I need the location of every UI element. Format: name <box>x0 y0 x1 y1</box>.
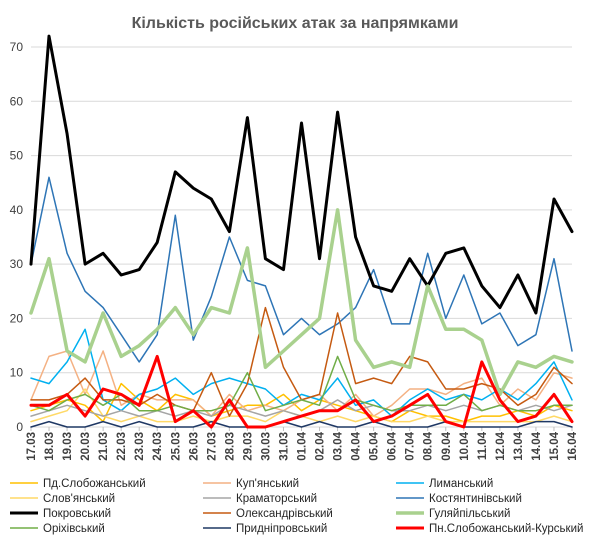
legend-label: Гуляйпільський <box>429 508 510 520</box>
x-tick-label: 02.04 <box>315 431 327 460</box>
x-tick-label: 10.04 <box>459 431 471 460</box>
series-line-1 <box>30 382 573 423</box>
series-line-9 <box>29 208 574 397</box>
chart-title: Кількість російських атак за напрямками <box>132 15 459 32</box>
x-tick-label: 03.04 <box>333 431 345 460</box>
x-tick-label: 23.03 <box>134 432 146 461</box>
y-tick-label: 70 <box>10 40 24 54</box>
legend-label: Костянтинівський <box>429 493 522 505</box>
legend-label: Пд.Слобожанський <box>43 478 146 490</box>
x-tick-label: 08.04 <box>423 431 435 460</box>
x-tick-label: 09.04 <box>441 431 453 460</box>
x-tick-label: 04.04 <box>351 431 363 460</box>
x-tick-label: 20.03 <box>80 432 92 461</box>
series-line-11 <box>30 420 573 428</box>
y-tick-label: 0 <box>16 420 23 434</box>
x-tick-label: 07.04 <box>405 431 417 460</box>
x-tick-label: 14.04 <box>531 431 543 460</box>
x-tick-label: 30.03 <box>260 432 272 461</box>
x-tick-label: 21.03 <box>98 432 110 461</box>
x-tick-label: 13.04 <box>513 431 525 460</box>
legend: Пд.Слобожанський Куп'янський Лиманський Сло… <box>10 478 583 535</box>
y-tick-label: 40 <box>10 203 24 217</box>
x-tick-label: 29.03 <box>242 432 254 461</box>
x-tick-label: 12.04 <box>495 431 507 460</box>
series-lines <box>29 34 574 429</box>
series-line-7 <box>29 34 574 315</box>
x-tick-label: 31.03 <box>278 432 290 461</box>
legend-label: Покровський <box>43 508 111 520</box>
y-tick-label: 20 <box>10 311 24 325</box>
x-tick-label: 19.03 <box>62 432 74 461</box>
x-tick-label: 18.03 <box>44 432 56 461</box>
x-tick-label: 01.04 <box>297 431 309 460</box>
x-tick-label: 28.03 <box>224 432 236 461</box>
x-tick-label: 24.03 <box>152 432 164 461</box>
x-tick-label: 11.04 <box>477 431 489 460</box>
legend-label: Куп'янський <box>236 478 299 490</box>
legend-label: Олександрівський <box>236 508 333 520</box>
y-axis-ticks: 0 10 20 30 40 50 60 70 <box>10 40 24 434</box>
x-axis-ticks: 17.03 18.03 19.03 20.03 21.03 22.03 23.03 24.03… <box>26 427 579 461</box>
legend-label: Оріхівський <box>43 523 105 535</box>
x-tick-label: 06.04 <box>387 431 399 460</box>
legend-label: Слов'янський <box>43 493 115 505</box>
legend-label: Пн.Слобожанський-Курський <box>429 523 583 535</box>
y-tick-label: 50 <box>10 149 24 163</box>
x-tick-label: 05.04 <box>369 431 381 460</box>
y-tick-label: 60 <box>10 94 24 108</box>
legend-label: Придніпровський <box>236 523 327 535</box>
legend-label: Лиманський <box>429 478 493 490</box>
x-tick-label: 16.04 <box>567 431 579 460</box>
series-line-12 <box>29 354 574 429</box>
x-tick-label: 25.03 <box>170 432 182 461</box>
x-tick-label: 22.03 <box>116 432 128 461</box>
series-line-6 <box>30 176 573 363</box>
x-tick-label: 26.03 <box>188 432 200 461</box>
y-tick-label: 10 <box>10 366 24 380</box>
legend-label: Краматорський <box>236 493 317 505</box>
y-tick-label: 30 <box>10 257 24 271</box>
x-tick-label: 17.03 <box>26 432 38 461</box>
x-tick-label: 27.03 <box>206 432 218 461</box>
x-tick-label: 15.04 <box>549 431 561 460</box>
